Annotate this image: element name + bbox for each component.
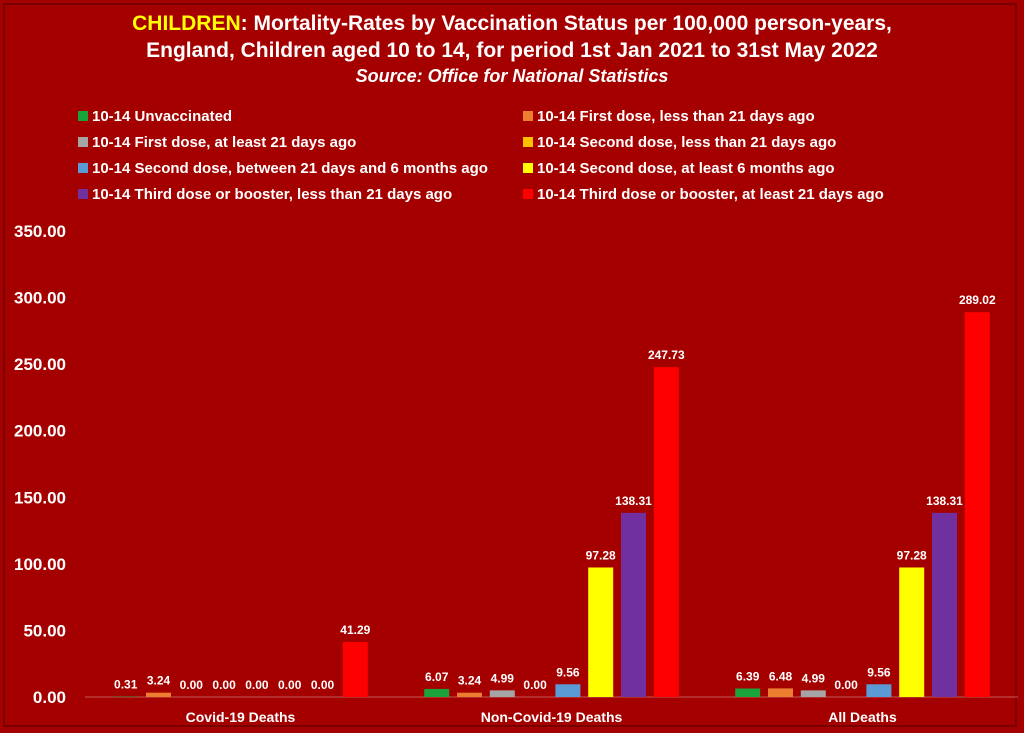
legend-swatch — [78, 189, 88, 199]
y-tick-label: 200.00 — [14, 422, 66, 441]
legend-label: 10-14 Third dose or booster, at least 21… — [537, 185, 884, 203]
data-label: 138.31 — [615, 494, 652, 508]
chart-title-line-1-rest: : Mortality-Rates by Vaccination Status … — [240, 12, 892, 35]
y-tick-label: 100.00 — [14, 555, 66, 574]
bar — [964, 312, 990, 697]
chart-source: Source: Office for National Statistics — [355, 66, 669, 86]
y-tick-label: 300.00 — [14, 289, 66, 308]
y-tick-label: 150.00 — [14, 488, 66, 507]
chart-title-line-1: CHILDREN: Mortality-Rates by Vaccination… — [0, 10, 1024, 37]
legend-swatch — [78, 163, 88, 173]
data-label: 3.24 — [147, 674, 171, 688]
data-label: 0.31 — [114, 678, 138, 692]
bar — [800, 690, 826, 697]
data-label: 9.56 — [556, 665, 580, 679]
chart-title-line-2: England, Children aged 10 to 14, for per… — [146, 39, 878, 62]
data-label: 3.24 — [458, 674, 482, 688]
data-label: 4.99 — [491, 671, 515, 685]
data-label: 41.29 — [340, 623, 370, 637]
legend-label: 10-14 First dose, less than 21 days ago — [537, 107, 815, 125]
legend-label: 10-14 Second dose, between 21 days and 6… — [92, 159, 488, 177]
legend-item: 10-14 Third dose or booster, at least 21… — [523, 184, 958, 204]
bar — [555, 684, 581, 697]
legend-item: 10-14 Second dose, between 21 days and 6… — [78, 158, 523, 178]
y-tick-label: 0.00 — [33, 688, 66, 707]
legend-item: 10-14 Unvaccinated — [78, 106, 523, 126]
bar — [899, 567, 925, 697]
y-tick-label: 250.00 — [14, 355, 66, 374]
y-tick-label: 50.00 — [23, 621, 66, 640]
legend-swatch — [523, 189, 533, 199]
legend-label: 10-14 Second dose, less than 21 days ago — [537, 133, 837, 151]
bar — [768, 688, 793, 697]
legend-swatch — [78, 137, 88, 147]
legend-swatch — [523, 163, 533, 173]
legend-label: 10-14 Unvaccinated — [92, 107, 233, 125]
bar — [424, 688, 450, 697]
data-label: 0.00 — [245, 678, 269, 692]
bar — [489, 690, 515, 697]
data-label: 0.00 — [834, 678, 858, 692]
data-label: 0.00 — [180, 678, 204, 692]
legend-item: 10-14 Second dose, less than 21 days ago — [523, 132, 958, 152]
data-label: 6.07 — [425, 670, 449, 684]
legend-label: 10-14 Second dose, at least 6 months ago — [537, 159, 835, 177]
x-category-label: Non-Covid-19 Deaths — [481, 709, 623, 725]
x-category-label: All Deaths — [828, 709, 897, 725]
legend-item: 10-14 First dose, less than 21 days ago — [523, 106, 958, 126]
data-label: 0.00 — [212, 678, 236, 692]
bar — [735, 688, 761, 697]
y-tick-label: 350.00 — [14, 222, 66, 241]
legend-item: 10-14 First dose, at least 21 days ago — [78, 132, 523, 152]
bar — [342, 642, 368, 697]
legend-item: 10-14 Second dose, at least 6 months ago — [523, 158, 958, 178]
bar — [457, 692, 482, 697]
bar — [866, 684, 892, 697]
legend-label: 10-14 Third dose or booster, less than 2… — [92, 185, 453, 203]
data-label: 247.73 — [648, 348, 685, 362]
data-label: 6.48 — [769, 669, 793, 683]
data-label: 0.00 — [523, 678, 547, 692]
chart-title-block: CHILDREN: Mortality-Rates by Vaccination… — [0, 10, 1024, 88]
legend-swatch — [523, 137, 533, 147]
chart-frame — [3, 3, 1017, 727]
data-label: 0.00 — [278, 678, 302, 692]
data-label: 0.00 — [311, 678, 335, 692]
bar — [588, 567, 614, 697]
legend-swatch — [78, 111, 88, 121]
data-label: 289.02 — [959, 293, 996, 307]
bar — [621, 512, 646, 697]
data-label: 97.28 — [586, 548, 616, 562]
bar — [932, 512, 957, 697]
data-label: 6.39 — [736, 669, 760, 683]
bar — [653, 367, 679, 697]
legend-label: 10-14 First dose, at least 21 days ago — [92, 133, 357, 151]
data-label: 4.99 — [802, 671, 826, 685]
legend-swatch — [523, 111, 533, 121]
chart-title-highlight: CHILDREN — [132, 12, 241, 35]
x-category-label: Covid-19 Deaths — [186, 709, 296, 725]
data-label: 138.31 — [926, 494, 963, 508]
bar — [146, 692, 171, 697]
data-label: 97.28 — [897, 548, 927, 562]
data-label: 9.56 — [867, 665, 891, 679]
legend-item: 10-14 Third dose or booster, less than 2… — [78, 184, 523, 204]
chart-legend: 10-14 Unvaccinated 10-14 First dose, less… — [78, 106, 958, 204]
